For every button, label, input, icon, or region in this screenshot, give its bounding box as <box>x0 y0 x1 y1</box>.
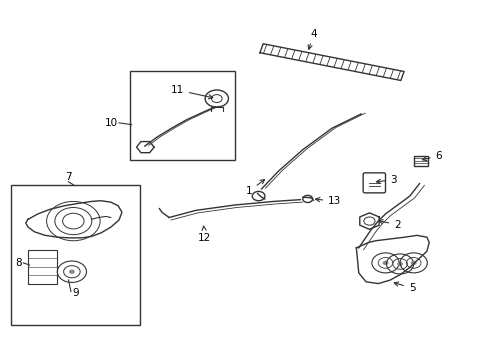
Text: 9: 9 <box>72 288 79 297</box>
Circle shape <box>382 261 387 265</box>
Bar <box>130 71 234 160</box>
Text: 2: 2 <box>378 220 400 230</box>
Text: 12: 12 <box>198 226 211 243</box>
Bar <box>413 156 427 166</box>
Bar <box>28 249 57 284</box>
Circle shape <box>396 262 402 266</box>
Text: 7: 7 <box>65 172 72 182</box>
Text: 13: 13 <box>315 197 341 206</box>
Text: 6: 6 <box>422 151 441 161</box>
Text: 4: 4 <box>307 28 316 49</box>
Text: 8: 8 <box>16 258 22 268</box>
Text: 1: 1 <box>245 180 264 197</box>
Circle shape <box>410 261 416 265</box>
Text: 11: 11 <box>170 85 212 99</box>
Text: 10: 10 <box>105 118 118 128</box>
Text: 3: 3 <box>376 175 396 185</box>
Text: 5: 5 <box>393 282 415 293</box>
Bar <box>11 185 140 325</box>
Circle shape <box>69 270 75 274</box>
FancyBboxPatch shape <box>363 173 385 193</box>
